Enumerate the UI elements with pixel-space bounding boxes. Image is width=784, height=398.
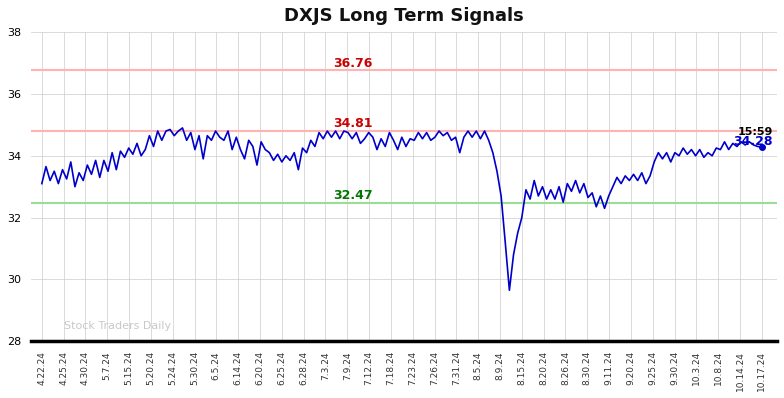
Text: 34.28: 34.28 xyxy=(733,135,773,148)
Text: 32.47: 32.47 xyxy=(333,189,373,202)
Title: DXJS Long Term Signals: DXJS Long Term Signals xyxy=(284,7,524,25)
Text: 15:59: 15:59 xyxy=(737,127,773,137)
Text: 36.76: 36.76 xyxy=(334,57,373,70)
Text: 34.81: 34.81 xyxy=(334,117,373,130)
Text: Stock Traders Daily: Stock Traders Daily xyxy=(64,320,171,330)
